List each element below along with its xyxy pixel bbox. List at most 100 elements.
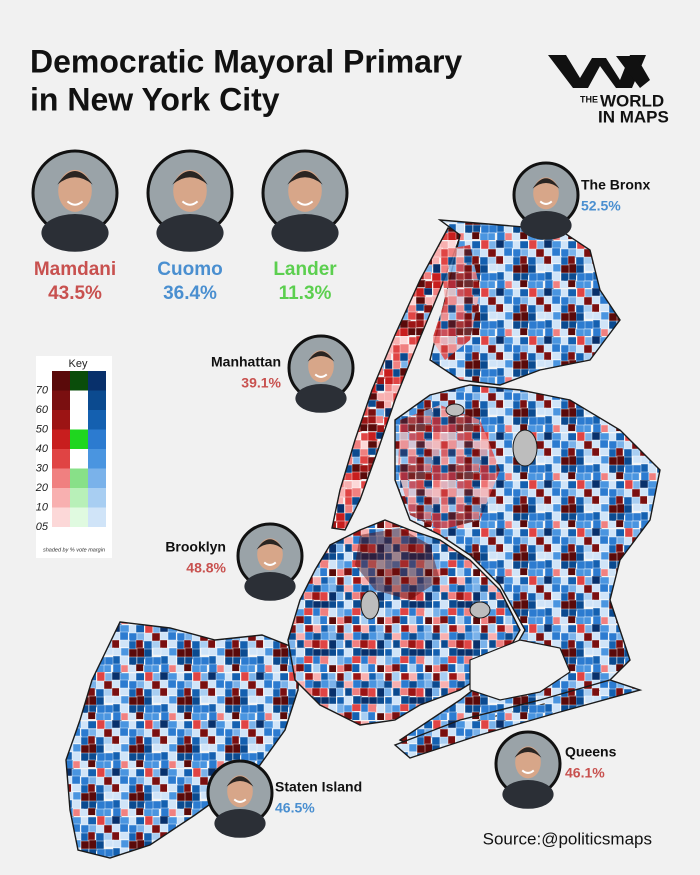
key-level: 10 — [36, 501, 49, 513]
logo-mark — [548, 55, 646, 88]
candidate-name: Cuomo — [157, 259, 222, 280]
key-title: Key — [69, 358, 88, 370]
borough-name: The Bronx — [581, 177, 650, 193]
portrait-suit — [214, 809, 266, 838]
key-swatch-green — [70, 449, 88, 469]
park — [360, 590, 380, 620]
logo-mark — [616, 56, 650, 88]
key-level: 50 — [36, 423, 49, 435]
portrait-hair — [307, 351, 335, 362]
portrait-suit — [271, 214, 339, 252]
borough-share: 46.1% — [565, 765, 605, 781]
borough-name: Manhattan — [211, 354, 281, 370]
key-swatch-green — [70, 429, 88, 449]
key-swatch-blue — [88, 507, 106, 527]
key: Key shaded by % vote margin 70 60 50 40 30 20… — [35, 356, 112, 558]
key-level: 40 — [36, 443, 49, 455]
key-swatch-blue — [88, 390, 106, 410]
title-line: in New York City — [30, 81, 280, 117]
portrait-smile — [66, 200, 84, 206]
park — [445, 403, 465, 417]
brooklyn-dark-area — [355, 528, 440, 600]
key-swatch-green — [70, 410, 88, 430]
portrait — [494, 730, 562, 809]
logo-text: WORLD — [600, 91, 664, 110]
rockaway — [393, 679, 643, 759]
key-level: 70 — [36, 384, 49, 396]
key-level: 60 — [36, 404, 49, 416]
borough-share: 48.8% — [186, 560, 226, 576]
borough-share: 46.5% — [275, 800, 315, 816]
key-swatch-green — [70, 488, 88, 508]
logo-text: IN MAPS — [598, 107, 669, 126]
portrait-smile — [263, 561, 277, 566]
key-swatch-red — [52, 371, 70, 391]
bronx-red-area — [432, 245, 480, 360]
key-swatch-blue — [88, 429, 106, 449]
portrait — [206, 759, 274, 838]
key-swatch-red — [52, 390, 70, 410]
key-swatch-blue — [88, 449, 106, 469]
candidate-share: 11.3% — [279, 283, 332, 304]
portrait-suit — [295, 384, 347, 413]
portrait-smile — [296, 200, 314, 206]
borough-name: Brooklyn — [165, 539, 226, 555]
key-level: 05 — [36, 521, 49, 533]
candidate-share: 36.4% — [163, 283, 217, 304]
key-swatch-red — [52, 410, 70, 430]
key-level: 20 — [35, 482, 49, 494]
nyc-map — [65, 219, 661, 859]
portrait-face — [533, 177, 559, 210]
key-swatch-blue — [88, 468, 106, 488]
portrait-suit — [244, 572, 296, 601]
portrait-hair — [226, 776, 254, 787]
portrait-suit — [41, 214, 109, 252]
key-swatch-green — [70, 468, 88, 488]
portrait-face — [288, 169, 322, 212]
portrait-hair — [532, 178, 560, 189]
park — [512, 429, 538, 467]
borough-name: Queens — [565, 744, 617, 760]
portrait-smile — [539, 200, 553, 205]
portrait — [31, 149, 119, 252]
portrait-hair — [514, 747, 542, 758]
portrait-hair — [172, 170, 208, 185]
key-swatch-red — [52, 449, 70, 469]
key-swatch-red — [52, 429, 70, 449]
manhattan — [331, 227, 463, 531]
portrait-hair — [57, 170, 93, 185]
portrait-face — [257, 538, 283, 571]
borough-share: 52.5% — [581, 198, 621, 214]
logo-text: THE — [580, 94, 598, 104]
key-swatch-red — [52, 507, 70, 527]
key-swatch-red — [52, 468, 70, 488]
key-swatch-green — [70, 390, 88, 410]
portrait-face — [58, 169, 92, 212]
key-swatch-blue — [88, 410, 106, 430]
portrait-suit — [502, 780, 554, 809]
queens-red-area — [398, 405, 500, 530]
portrait — [236, 522, 304, 601]
portrait — [512, 161, 580, 240]
key-swatch-red — [52, 488, 70, 508]
key-swatch-green — [70, 371, 88, 391]
title-line: Democratic Mayoral Primary — [30, 43, 462, 79]
jamaica-bay — [469, 639, 571, 701]
key-level: 30 — [36, 462, 49, 474]
portrait-smile — [314, 373, 328, 378]
portrait-suit — [156, 214, 224, 252]
portrait — [146, 149, 234, 252]
candidate-name: Mamdani — [34, 259, 116, 280]
borough-share: 39.1% — [241, 375, 281, 391]
portrait-face — [515, 746, 541, 779]
brooklyn — [287, 519, 521, 726]
portrait — [287, 334, 355, 413]
portrait-smile — [521, 769, 535, 774]
portrait-hair — [287, 170, 323, 185]
portrait-face — [173, 169, 207, 212]
key-swatch-blue — [88, 371, 106, 391]
portrait-suit — [520, 211, 572, 240]
portrait-smile — [233, 798, 247, 803]
candidate-share: 43.5% — [48, 283, 102, 304]
